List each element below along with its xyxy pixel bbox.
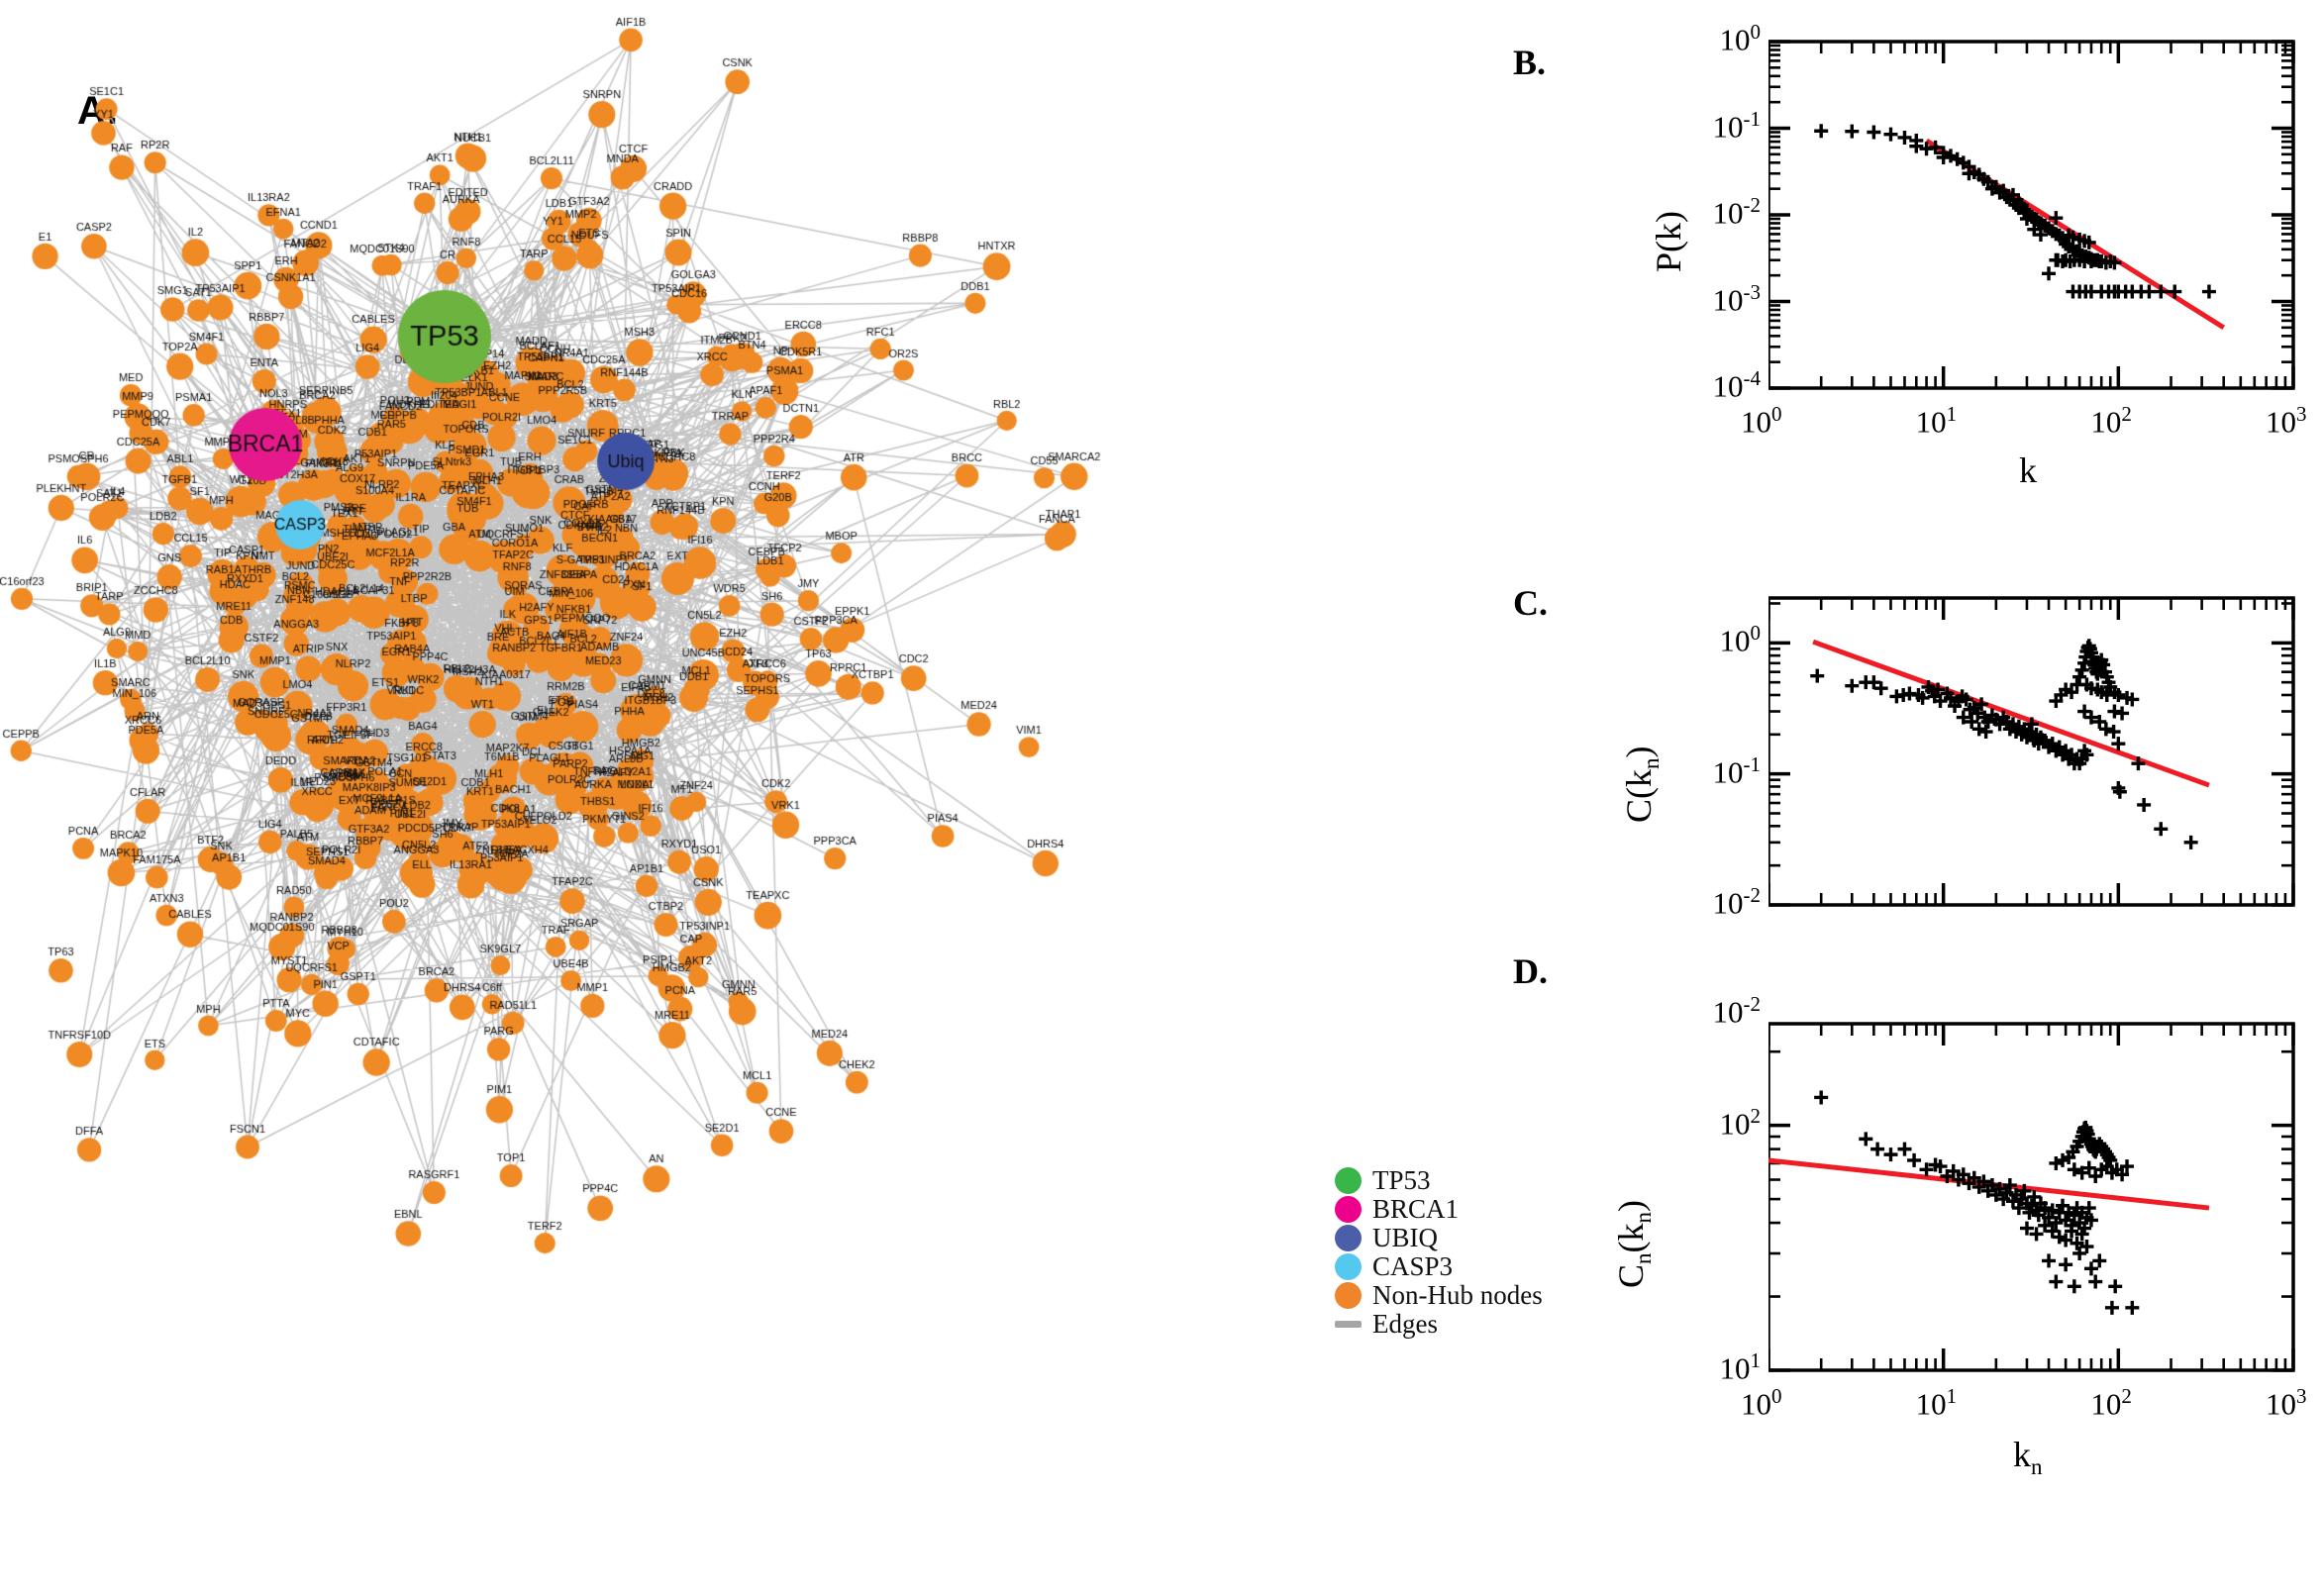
legend-item-ubiq: UBIQ <box>1335 1223 1543 1252</box>
legend-circle-icon <box>1335 1196 1362 1223</box>
panel-b-y-axis-title: P(k) <box>1649 211 1688 272</box>
x-tick-label: 102 <box>2090 402 2132 440</box>
legend-item-label: CASP3 <box>1372 1251 1454 1281</box>
legend-circle-icon <box>1335 1167 1362 1194</box>
y-ticks <box>1768 602 2293 907</box>
plot-frame <box>1767 1022 2295 1372</box>
panel-d-svg <box>1767 1022 2295 1372</box>
panel-c-label: C. <box>1513 583 1548 623</box>
y-tick-label: 10-1 <box>1712 106 1762 144</box>
panel-b-plot <box>1767 38 2299 399</box>
panel-b-label: B. <box>1513 43 1547 82</box>
panel-d-plot <box>1767 1020 2299 1381</box>
y-tick-label: 102 <box>1719 1103 1762 1141</box>
legend-item-label: BRCA1 <box>1372 1194 1460 1224</box>
x-tick-label: 103 <box>2266 1384 2307 1422</box>
panel-c-bottom-tick-label: 10-2 <box>1712 992 1762 1030</box>
panel-d-label: D. <box>1513 951 1548 991</box>
legend-circle-icon <box>1335 1282 1362 1309</box>
x-ticks <box>1767 1024 2295 1370</box>
x-tick-label: 101 <box>1915 402 1958 440</box>
fit-line <box>1812 639 2210 788</box>
network-legend: TP53 BRCA1 UBIQ CASP3 Non-Hub nodes Edges <box>1335 1165 1543 1339</box>
legend-item-label: Edges <box>1372 1309 1438 1339</box>
panel-c-svg <box>1767 596 2295 907</box>
y-tick-label: 10-2 <box>1712 883 1762 921</box>
legend-item-casp3: CASP3 <box>1335 1251 1543 1281</box>
network-graph-canvas <box>0 0 1456 1596</box>
x-tick-label: 102 <box>2090 1384 2132 1422</box>
legend-item-edges: Edges <box>1335 1309 1543 1339</box>
panel-b-svg <box>1767 40 2295 390</box>
panel-d-x-axis-title: kn <box>2013 1435 2043 1480</box>
panel-c-plot <box>1767 594 2299 916</box>
plot-frame <box>1767 596 2295 907</box>
y-tick-label: 10-4 <box>1712 366 1762 404</box>
legend-item-tp53: TP53 <box>1335 1165 1543 1195</box>
x-tick-label: 103 <box>2266 402 2307 440</box>
legend-item-label: Non-Hub nodes <box>1372 1280 1543 1310</box>
legend-circle-icon <box>1335 1253 1362 1280</box>
y-tick-label: 100 <box>1719 621 1762 658</box>
y-tick-label: 10-1 <box>1712 751 1762 789</box>
panel-c-y-axis-title: C(kn) <box>1619 746 1665 824</box>
panel-d-y-axis-title: Cn(kn) <box>1611 1199 1657 1288</box>
data-points <box>1814 124 2216 299</box>
edges-swatch-icon <box>1335 1321 1362 1328</box>
y-ticks <box>1768 1049 2293 1372</box>
legend-item-non-hub-nodes: Non-Hub nodes <box>1335 1280 1543 1310</box>
y-ticks <box>1768 40 2293 390</box>
panel-b-x-axis-title: k <box>2019 450 2037 490</box>
x-tick-label: 100 <box>1741 1384 1782 1422</box>
legend-circle-icon <box>1335 1225 1362 1251</box>
y-tick-label: 101 <box>1719 1348 1762 1386</box>
y-tick-label: 100 <box>1719 20 1762 57</box>
y-tick-label: 10-3 <box>1712 279 1762 317</box>
x-tick-label: 100 <box>1741 402 1782 440</box>
legend-item-brca1: BRCA1 <box>1335 1194 1543 1224</box>
legend-item-label: TP53 <box>1372 1165 1431 1195</box>
panel-a-network: A. <box>0 0 1456 1596</box>
data-points <box>1814 1090 2140 1315</box>
x-tick-label: 101 <box>1915 1384 1958 1422</box>
data-points <box>1810 639 2198 849</box>
legend-item-label: UBIQ <box>1372 1223 1438 1252</box>
x-ticks <box>1767 598 2295 905</box>
y-tick-label: 10-2 <box>1712 193 1762 231</box>
